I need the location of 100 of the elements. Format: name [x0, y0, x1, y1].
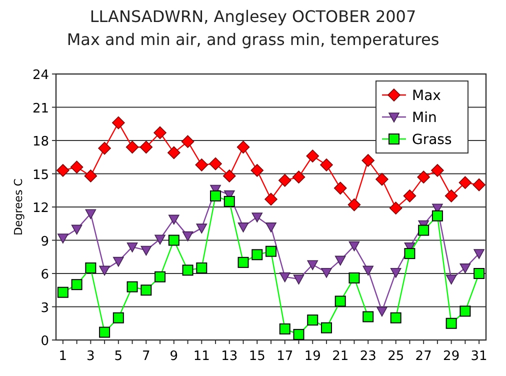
- point: [222, 170, 236, 182]
- point: [293, 274, 304, 284]
- legend-label: Min: [412, 110, 437, 126]
- point: [210, 190, 222, 202]
- point: [321, 268, 332, 278]
- point: [432, 210, 443, 222]
- point: [334, 256, 346, 266]
- point: [348, 241, 360, 252]
- x-tick-label: 27: [415, 349, 432, 364]
- point: [168, 234, 180, 246]
- point: [444, 190, 458, 202]
- legend-label: Grass: [412, 132, 452, 148]
- point: [126, 242, 138, 252]
- point: [431, 164, 444, 177]
- point: [264, 192, 278, 206]
- point: [446, 318, 457, 329]
- point: [196, 224, 208, 234]
- x-tick-label: 15: [248, 349, 266, 364]
- point: [154, 271, 166, 282]
- point: [390, 268, 402, 278]
- point: [70, 160, 84, 174]
- point: [126, 281, 138, 292]
- point: [196, 262, 208, 274]
- point: [85, 209, 96, 220]
- point: [362, 311, 374, 322]
- x-tick-label: 29: [443, 349, 460, 364]
- point: [56, 164, 70, 177]
- point: [362, 266, 374, 276]
- point: [390, 312, 402, 324]
- point: [140, 246, 152, 256]
- point: [266, 222, 276, 232]
- point: [182, 231, 194, 242]
- point: [266, 246, 276, 257]
- point: [84, 170, 98, 182]
- y-tick-label: 18: [32, 134, 49, 150]
- point: [236, 140, 250, 154]
- point: [209, 157, 222, 170]
- point: [181, 135, 194, 148]
- x-tick-label: 5: [114, 349, 123, 364]
- point: [224, 196, 235, 207]
- point: [99, 266, 110, 276]
- point: [418, 224, 430, 236]
- point: [348, 272, 360, 284]
- point: [446, 274, 457, 284]
- point: [334, 296, 346, 307]
- point: [376, 172, 388, 186]
- point: [154, 126, 166, 140]
- point: [417, 170, 430, 184]
- y-tick-label: 3: [40, 300, 49, 316]
- y-axis-title: Degrees C: [12, 178, 25, 236]
- point: [292, 170, 306, 184]
- legend-label: Max: [412, 88, 441, 104]
- point: [126, 140, 139, 154]
- x-tick-label: 23: [360, 349, 376, 364]
- point: [293, 328, 304, 340]
- point: [460, 264, 471, 274]
- point: [154, 234, 166, 245]
- point: [376, 306, 388, 317]
- point: [279, 323, 290, 334]
- point: [472, 178, 486, 192]
- point: [140, 140, 153, 154]
- y-tick-label: 12: [32, 201, 49, 216]
- x-tick-label: 3: [86, 349, 95, 364]
- x-tick-label: 1: [58, 349, 68, 364]
- x-tick-label: 21: [332, 349, 349, 364]
- x-tick-label: 9: [170, 349, 178, 364]
- point: [238, 222, 249, 232]
- point: [389, 202, 402, 215]
- x-tick-label: 7: [142, 349, 150, 364]
- y-tick-label: 24: [32, 68, 49, 83]
- point: [168, 214, 180, 225]
- y-tick-label: 21: [32, 101, 49, 116]
- y-tick-label: 15: [32, 168, 49, 183]
- point: [252, 249, 263, 260]
- y-tick-label: 6: [40, 268, 49, 282]
- point: [307, 260, 318, 270]
- point: [278, 174, 292, 187]
- point: [403, 190, 416, 202]
- chart-title: LLANSADWRN, Anglesey OCTOBER 2007: [90, 7, 416, 26]
- point: [279, 272, 290, 282]
- x-tick-label: 19: [304, 349, 321, 364]
- point: [404, 248, 416, 260]
- point: [250, 164, 264, 177]
- point: [334, 182, 347, 195]
- point: [238, 256, 249, 268]
- point: [252, 212, 263, 222]
- point: [98, 142, 111, 155]
- y-tick-label: 0: [40, 334, 49, 349]
- point: [112, 312, 124, 324]
- point: [306, 150, 320, 162]
- x-tick-label: 31: [470, 349, 488, 364]
- point: [71, 224, 82, 235]
- point: [320, 322, 332, 334]
- point: [348, 198, 361, 212]
- point: [85, 262, 96, 274]
- point: [57, 286, 68, 298]
- point: [474, 249, 484, 259]
- point: [182, 264, 194, 276]
- x-tick-label: 25: [388, 349, 404, 364]
- point: [195, 158, 208, 172]
